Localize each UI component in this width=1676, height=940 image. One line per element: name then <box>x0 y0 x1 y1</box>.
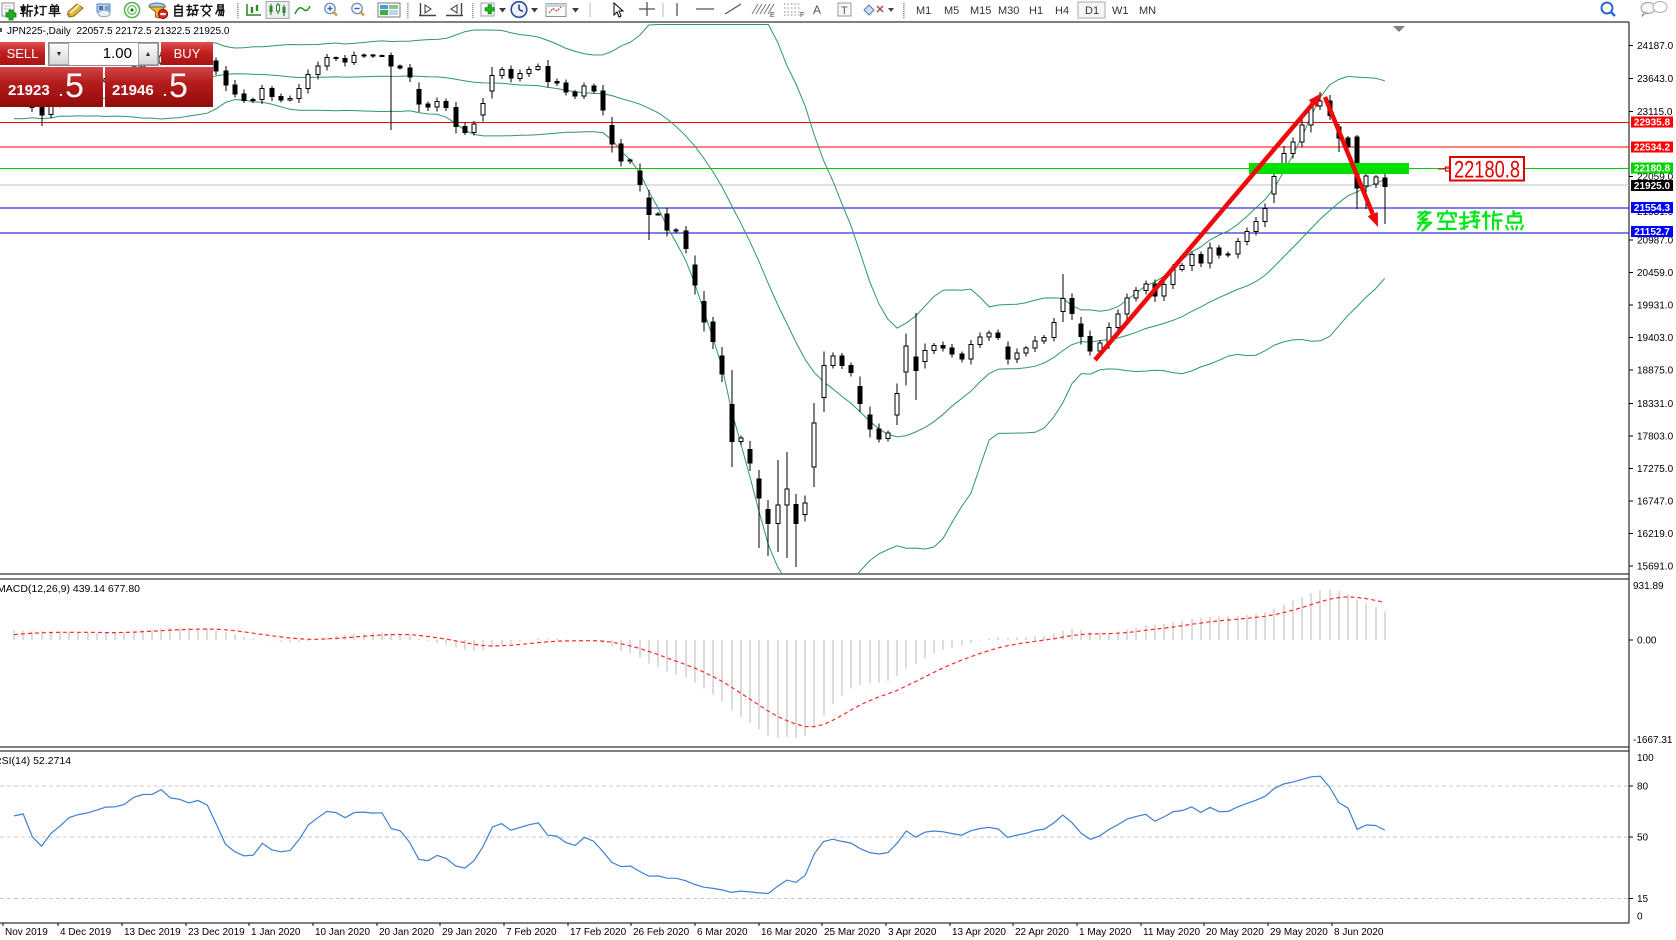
svg-text:23 Dec 2019: 23 Dec 2019 <box>188 927 245 938</box>
svg-text:23643.0: 23643.0 <box>1637 74 1674 85</box>
svg-text:931.89: 931.89 <box>1633 581 1664 592</box>
svg-text:18331.0: 18331.0 <box>1637 399 1674 410</box>
svg-text:M1: M1 <box>916 5 931 17</box>
svg-text:22534.2: 22534.2 <box>1634 143 1671 154</box>
svg-text:15: 15 <box>1637 894 1649 905</box>
svg-text:16 Mar 2020: 16 Mar 2020 <box>761 927 818 938</box>
svg-text:29 Jan 2020: 29 Jan 2020 <box>442 927 497 938</box>
svg-text:13 Apr 2020: 13 Apr 2020 <box>952 927 1006 938</box>
svg-text:H1: H1 <box>1029 5 1043 17</box>
svg-text:JPN225-,Daily 22057.5 22172.5: JPN225-,Daily 22057.5 22172.5 21322.5 21… <box>7 26 230 37</box>
svg-text:16219.0: 16219.0 <box>1637 529 1674 540</box>
svg-text:20 May 2020: 20 May 2020 <box>1206 927 1264 938</box>
svg-text:H4: H4 <box>1055 5 1069 17</box>
svg-text:17 Feb 2020: 17 Feb 2020 <box>570 927 627 938</box>
svg-text:1 May 2020: 1 May 2020 <box>1079 927 1132 938</box>
svg-text:50: 50 <box>1637 833 1649 844</box>
svg-text:22 Apr 2020: 22 Apr 2020 <box>1015 927 1069 938</box>
svg-text:6 Mar 2020: 6 Mar 2020 <box>697 927 748 938</box>
svg-text:E: E <box>770 12 775 19</box>
svg-text:13 Dec 2019: 13 Dec 2019 <box>124 927 181 938</box>
svg-text:RSI(14) 52.2714: RSI(14) 52.2714 <box>0 755 71 767</box>
svg-text:15691.0: 15691.0 <box>1637 562 1674 573</box>
svg-text:17275.0: 17275.0 <box>1637 464 1674 475</box>
svg-text:Nov 2019: Nov 2019 <box>5 927 48 938</box>
svg-text:MN: MN <box>1139 5 1156 17</box>
svg-text:23115.0: 23115.0 <box>1637 107 1673 118</box>
svg-text:8 Jun 2020: 8 Jun 2020 <box>1334 927 1384 938</box>
svg-text:19403.0: 19403.0 <box>1637 333 1674 344</box>
svg-text:7 Feb 2020: 7 Feb 2020 <box>506 927 557 938</box>
svg-text:F: F <box>800 12 804 19</box>
svg-text:26 Feb 2020: 26 Feb 2020 <box>633 927 690 938</box>
svg-text:24187.0: 24187.0 <box>1637 41 1674 52</box>
svg-text:21554.3: 21554.3 <box>1634 203 1671 214</box>
svg-text:19931.0: 19931.0 <box>1637 301 1674 312</box>
svg-text:22059.0: 22059.0 <box>1637 172 1674 183</box>
svg-text:16747.0: 16747.0 <box>1637 497 1674 508</box>
svg-text:M5: M5 <box>944 5 959 17</box>
svg-text:M15: M15 <box>970 5 991 17</box>
svg-text:D1: D1 <box>1085 5 1099 17</box>
svg-text:-1667.31: -1667.31 <box>1633 735 1673 746</box>
svg-text:29 May 2020: 29 May 2020 <box>1270 927 1328 938</box>
svg-text:25 Mar 2020: 25 Mar 2020 <box>824 927 881 938</box>
svg-text:22180.8: 22180.8 <box>1454 157 1520 184</box>
svg-text:22180.8: 22180.8 <box>1634 164 1671 175</box>
svg-text:3 Apr 2020: 3 Apr 2020 <box>888 927 937 938</box>
svg-text:11 May 2020: 11 May 2020 <box>1143 927 1201 938</box>
svg-text:10 Jan 2020: 10 Jan 2020 <box>315 927 370 938</box>
svg-text:100: 100 <box>1637 753 1654 764</box>
svg-text:M30: M30 <box>998 5 1019 17</box>
svg-text:A: A <box>813 3 821 17</box>
svg-text:20 Jan 2020: 20 Jan 2020 <box>379 927 434 938</box>
svg-text:17803.0: 17803.0 <box>1637 432 1674 443</box>
svg-text:20987.0: 20987.0 <box>1637 236 1674 247</box>
svg-text:0.00: 0.00 <box>1637 636 1657 647</box>
svg-text:22935.8: 22935.8 <box>1634 118 1671 129</box>
svg-text:18875.0: 18875.0 <box>1637 366 1674 377</box>
svg-text:MACD(12,26,9) 439.14 677.80: MACD(12,26,9) 439.14 677.80 <box>0 583 140 595</box>
svg-text:21152.7: 21152.7 <box>1634 227 1670 238</box>
svg-text:4 Dec 2019: 4 Dec 2019 <box>60 927 112 938</box>
svg-text:W1: W1 <box>1112 5 1129 17</box>
svg-text:20459.0: 20459.0 <box>1637 268 1674 279</box>
svg-text:0: 0 <box>1637 912 1643 923</box>
svg-text:T: T <box>841 5 848 17</box>
svg-text:1 Jan 2020: 1 Jan 2020 <box>251 927 301 938</box>
svg-text:80: 80 <box>1637 782 1649 793</box>
svg-text:21925.0: 21925.0 <box>1634 181 1671 192</box>
